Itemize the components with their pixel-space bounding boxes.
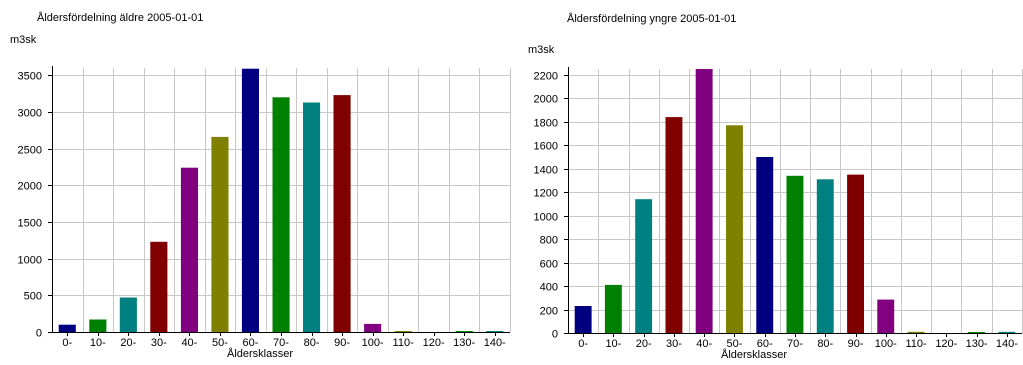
y-tick-label: 1000 (18, 255, 42, 267)
bar (333, 95, 351, 332)
y-tick-label: 3500 (18, 71, 42, 83)
x-tick-label: 130- (966, 338, 988, 350)
y-tick-label: 1500 (18, 218, 42, 230)
x-tick-label: 100- (875, 338, 897, 350)
bar (756, 157, 774, 333)
y-tick-label: 2500 (18, 145, 42, 157)
bar (89, 319, 107, 332)
x-tick-label: 30- (151, 337, 167, 349)
bar (907, 331, 925, 333)
x-tick-label: 30- (666, 338, 682, 350)
bar (119, 297, 137, 332)
y-tick-label: 400 (540, 282, 558, 294)
y-tick-label: 600 (540, 259, 558, 271)
x-tick-label: 0- (578, 338, 588, 350)
y-tick-label: 1600 (534, 141, 558, 153)
x-tick-label: 40- (181, 337, 197, 349)
bar (847, 174, 864, 333)
chart-title: Åldersfördelning äldre 2005-01-01 (37, 12, 204, 24)
y-tick-label: 1800 (534, 118, 558, 130)
x-tick-label: 50- (212, 337, 228, 349)
x-tick-label: 20- (120, 337, 136, 349)
y-unit-label: m3sk (528, 44, 555, 56)
x-tick-label: 60- (243, 337, 259, 349)
bar (58, 324, 76, 332)
x-tick-label: 20- (636, 338, 652, 350)
x-tick-label: 10- (90, 337, 106, 349)
bar (665, 117, 683, 333)
chart-panel-older: Åldersfördelning äldre 2005-01-01 m3sk 0… (10, 12, 511, 360)
bar (364, 323, 382, 332)
bar (877, 299, 895, 333)
bar (455, 331, 473, 332)
x-tick-label: 110- (393, 337, 415, 349)
y-unit-label: m3sk (10, 34, 37, 46)
chart-panel-younger: Åldersfördelning yngre 2005-01-01 m3sk 0… (512, 0, 1023, 365)
x-tick-label: 40- (696, 338, 712, 350)
y-tick-label: 1000 (534, 212, 558, 224)
x-axis-label: Åldersklasser (226, 348, 294, 360)
bar (604, 284, 622, 333)
x-tick-label: 120- (935, 338, 957, 350)
bar (635, 199, 653, 333)
bar (272, 97, 290, 332)
x-tick-label: 60- (757, 338, 773, 350)
chart-title: Åldersfördelning yngre 2005-01-01 (567, 13, 737, 25)
bar (816, 179, 834, 333)
x-tick-label: 10- (605, 338, 621, 350)
x-tick-label: 80- (817, 338, 833, 350)
bar (303, 102, 321, 332)
y-tick-label: 500 (24, 291, 42, 303)
x-tick-label: 140- (484, 337, 506, 349)
x-tick-label: 90- (334, 337, 350, 349)
x-tick-label: 80- (304, 337, 320, 349)
bar (998, 331, 1016, 333)
bar (211, 136, 229, 332)
x-tick-label: 140- (996, 338, 1018, 350)
bar (180, 167, 198, 332)
x-tick-label: 0- (62, 337, 72, 349)
x-tick-label: 100- (362, 337, 384, 349)
bar-chart-younger: 0 200 400 600 800 1000 1200 1400 1600 1800 2000 220… (534, 67, 1023, 350)
y-tick-label: 1400 (534, 165, 558, 177)
x-tick-label: 70- (273, 337, 289, 349)
y-tick-label: 0 (36, 328, 42, 340)
bar-chart-older: 0 500 1000 1500 2000 2500 3000 3500 0- 10- 20- 30- 4… (18, 66, 511, 349)
y-tick-label: 1200 (534, 188, 558, 200)
bar (394, 331, 412, 332)
bar (150, 241, 168, 332)
bar (574, 306, 592, 333)
bar (786, 175, 804, 333)
y-tick-label: 2200 (534, 71, 558, 83)
y-tick-label: 2000 (18, 181, 42, 193)
x-tick-label: 120- (423, 337, 445, 349)
y-tick-label: 0 (552, 329, 558, 341)
x-tick-label: 50- (727, 338, 743, 350)
bar (486, 331, 504, 332)
bar (241, 68, 259, 332)
x-tick-label: 110- (905, 338, 927, 350)
bar (968, 332, 985, 333)
x-tick-label: 70- (787, 338, 803, 350)
y-tick-label: 3000 (18, 108, 42, 120)
y-tick-label: 800 (540, 235, 558, 247)
y-tick-label: 2000 (534, 94, 558, 106)
x-tick-label: 130- (453, 337, 475, 349)
bar (726, 125, 743, 333)
y-tick-label: 200 (540, 306, 558, 318)
x-tick-label: 90- (848, 338, 864, 350)
bar (695, 69, 713, 333)
x-axis-label: Åldersklasser (720, 349, 788, 361)
